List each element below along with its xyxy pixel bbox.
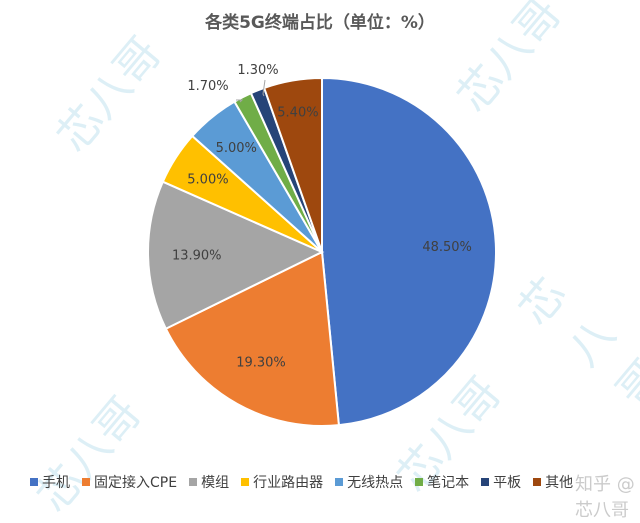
legend-label: 手机 xyxy=(42,475,70,491)
slice-label-other: 5.40% xyxy=(277,105,318,120)
legend-label: 固定接入CPE xyxy=(94,475,178,491)
pie-slice-cpe xyxy=(164,250,340,427)
legend-label: 笔记本 xyxy=(427,475,470,491)
legend-item-cpe: 固定接入CPE xyxy=(82,472,177,492)
slice-label-module: 13.90% xyxy=(172,249,222,264)
slice-label-cpe: 19.30% xyxy=(236,355,286,370)
legend-swatch xyxy=(241,478,250,486)
legend-swatch xyxy=(82,478,90,486)
legend-label: 其他 xyxy=(545,475,574,491)
legend-item-phone: 手机 xyxy=(30,472,70,492)
legend-swatch xyxy=(189,478,198,486)
slice-labels: 48.50% 19.30% 13.90% 5.00% 5.00% 1.70% 1.30% 5.… xyxy=(172,63,472,370)
legend-label: 平板 xyxy=(493,475,522,491)
legend-swatch xyxy=(335,478,344,486)
legend-item-module: 模组 xyxy=(189,472,229,492)
pie-slices xyxy=(147,76,497,427)
slice-label-hotspot: 5.00% xyxy=(216,141,257,156)
legend-swatch xyxy=(30,478,38,486)
legend: 手机 固定接入CPE 模组 行业路由器 无线热点 笔记本 平板 其他 xyxy=(30,471,640,493)
pie-slice-module xyxy=(147,180,325,331)
slice-label-phone: 48.50% xyxy=(422,240,472,255)
legend-swatch xyxy=(481,478,490,486)
legend-item-router: 行业路由器 xyxy=(241,472,323,492)
legend-item-laptop: 笔记本 xyxy=(415,472,469,492)
legend-label: 无线热点 xyxy=(347,475,404,491)
leader-line xyxy=(262,79,266,97)
legend-item-other: 其他 xyxy=(533,472,573,492)
slice-label-laptop: 1.70% xyxy=(187,79,228,94)
legend-item-hotspot: 无线热点 xyxy=(335,472,403,492)
legend-swatch xyxy=(415,478,424,486)
chart-title: 各类5G终端占比（单位：%） xyxy=(205,13,435,33)
pie-chart: 48.50% 19.30% 13.90% 5.00% 5.00% 1.70% 1.30% 5.… xyxy=(147,63,497,427)
pie-slice-phone xyxy=(321,76,497,427)
slice-label-tablet: 1.30% xyxy=(237,63,278,78)
legend-item-tablet: 平板 xyxy=(481,472,521,492)
leader-line xyxy=(236,99,244,103)
legend-swatch xyxy=(533,478,542,486)
slice-label-router: 5.00% xyxy=(187,172,228,187)
legend-label: 模组 xyxy=(201,475,230,491)
legend-label: 行业路由器 xyxy=(253,475,324,491)
